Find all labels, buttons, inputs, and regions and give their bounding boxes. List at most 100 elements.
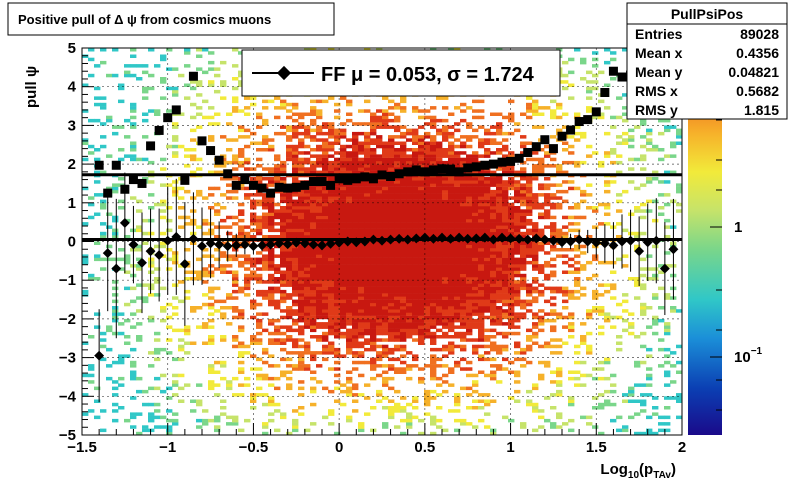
heatmap-cell bbox=[424, 209, 431, 213]
heatmap-cell bbox=[262, 296, 269, 300]
heatmap-cell bbox=[502, 148, 509, 152]
heatmap-cell bbox=[448, 325, 455, 329]
heatmap-cell bbox=[388, 338, 395, 342]
heatmap-cell bbox=[256, 367, 263, 371]
heatmap-cell bbox=[442, 306, 449, 310]
heatmap-cell bbox=[442, 212, 449, 216]
heatmap-cell bbox=[664, 328, 671, 333]
heatmap-cell bbox=[490, 302, 497, 307]
heatmap-cell bbox=[472, 135, 479, 139]
heatmap-cell bbox=[424, 296, 431, 300]
heatmap-cell bbox=[478, 244, 485, 249]
heatmap-cell bbox=[586, 344, 593, 349]
heatmap-cell bbox=[370, 406, 377, 410]
heatmap-cell bbox=[400, 215, 407, 220]
heatmap-cell bbox=[370, 318, 377, 323]
heatmap-cell bbox=[448, 299, 455, 304]
heatmap-cell bbox=[412, 106, 419, 110]
heatmap-cell bbox=[304, 312, 311, 316]
heatmap-cell bbox=[184, 164, 191, 168]
heatmap-cell bbox=[112, 393, 119, 397]
heatmap-cell bbox=[340, 131, 347, 136]
heatmap-cell bbox=[94, 157, 101, 162]
heatmap-cell bbox=[388, 251, 395, 255]
heatmap-cell bbox=[334, 167, 341, 171]
heatmap-cell bbox=[532, 225, 539, 229]
heatmap-cell bbox=[292, 251, 299, 255]
heatmap-cell bbox=[250, 228, 257, 233]
heatmap-cell bbox=[574, 222, 581, 226]
heatmap-cell bbox=[154, 331, 161, 336]
heatmap-cell bbox=[634, 383, 641, 387]
heatmap-cell bbox=[442, 248, 449, 252]
heatmap-cell bbox=[166, 431, 173, 435]
heatmap-cell bbox=[514, 370, 521, 374]
heatmap-cell bbox=[376, 299, 383, 304]
heatmap-cell bbox=[478, 293, 485, 297]
heatmap-cell bbox=[436, 383, 443, 387]
heatmap-cell bbox=[370, 222, 377, 226]
heatmap-cell bbox=[166, 206, 173, 210]
heatmap-cell bbox=[322, 231, 329, 236]
heatmap-cell bbox=[532, 248, 539, 252]
heatmap-cell bbox=[634, 244, 641, 249]
heatmap-cell bbox=[400, 267, 407, 271]
heatmap-cell bbox=[370, 347, 377, 352]
heatmap-cell bbox=[442, 193, 449, 197]
heatmap-cell bbox=[406, 328, 413, 333]
heatmap-cell bbox=[562, 235, 569, 239]
heatmap-cell bbox=[478, 209, 485, 213]
heatmap-cell bbox=[322, 235, 329, 239]
heatmap-cell bbox=[292, 289, 299, 294]
heatmap-cell bbox=[292, 302, 299, 307]
heatmap-cell bbox=[340, 389, 347, 394]
heatmap-cell bbox=[508, 202, 515, 207]
heatmap-cell bbox=[436, 280, 443, 284]
heatmap-cell bbox=[376, 199, 383, 204]
heatmap-cell bbox=[106, 364, 113, 368]
heatmap-cell bbox=[328, 293, 335, 297]
heatmap-cell bbox=[604, 60, 611, 65]
heatmap-cell bbox=[358, 131, 365, 136]
heatmap-cell bbox=[562, 148, 569, 152]
heatmap-cell bbox=[346, 280, 353, 284]
heatmap-cell bbox=[304, 160, 311, 165]
heatmap-cell bbox=[310, 286, 317, 291]
heatmap-cell bbox=[622, 318, 629, 323]
heatmap-cell bbox=[610, 389, 617, 394]
heatmap-cell bbox=[328, 128, 335, 133]
heatmap-cell bbox=[328, 422, 335, 426]
heatmap-cell bbox=[526, 206, 533, 210]
heatmap-cell bbox=[370, 160, 377, 165]
heatmap-cell bbox=[544, 264, 551, 268]
heatmap-cell bbox=[112, 286, 119, 291]
heatmap-cell bbox=[364, 141, 371, 145]
heatmap-cell bbox=[118, 376, 125, 381]
heatmap-cell bbox=[280, 277, 287, 281]
heatmap-cell bbox=[610, 57, 617, 62]
heatmap-cell bbox=[328, 206, 335, 210]
heatmap-cell bbox=[370, 328, 377, 333]
heatmap-cell bbox=[496, 148, 503, 152]
heatmap-cell bbox=[346, 212, 353, 216]
heatmap-cell bbox=[316, 115, 323, 120]
heatmap-cell bbox=[376, 331, 383, 336]
heatmap-cell bbox=[250, 218, 257, 223]
heatmap-cell bbox=[220, 251, 227, 255]
heatmap-cell bbox=[88, 144, 95, 149]
heatmap-cell bbox=[262, 425, 269, 429]
heatmap-cell bbox=[304, 347, 311, 352]
heatmap-cell bbox=[346, 322, 353, 326]
heatmap-cell bbox=[394, 260, 401, 265]
heatmap-cell bbox=[238, 309, 245, 313]
heatmap-cell bbox=[490, 183, 497, 187]
heatmap-cell bbox=[142, 118, 149, 123]
heatmap-cell bbox=[448, 218, 455, 223]
heatmap-cell bbox=[376, 206, 383, 210]
heatmap-cell bbox=[454, 251, 461, 255]
heatmap-cell bbox=[88, 273, 95, 278]
heatmap-cell bbox=[328, 254, 335, 258]
heatmap-cell bbox=[256, 322, 263, 326]
heatmap-cell bbox=[562, 60, 569, 65]
heatmap-cell bbox=[352, 354, 359, 358]
